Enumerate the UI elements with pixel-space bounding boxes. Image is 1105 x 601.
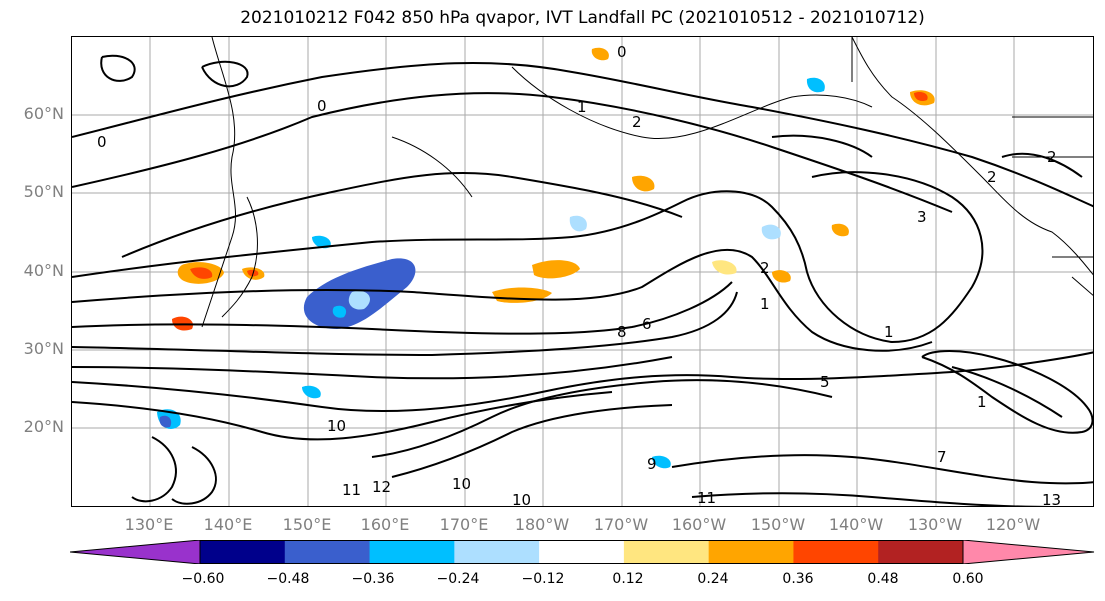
- contour-label: 11: [342, 481, 361, 499]
- contour-label: 2: [987, 168, 997, 186]
- lon-label: 170°W: [593, 515, 649, 534]
- contour-label: 1: [760, 295, 770, 313]
- contour-label: 11: [697, 489, 716, 507]
- colorbar-segment: [454, 540, 540, 564]
- colorbar-min-extend: [70, 540, 201, 564]
- lon-label: 120°W: [985, 515, 1041, 534]
- colorbar-tick: −0.60: [181, 571, 225, 587]
- lon-label: 130°E: [124, 515, 174, 534]
- contour-label: 1: [884, 323, 894, 341]
- colorbar-segment: [369, 540, 455, 564]
- contour-label: 0: [317, 97, 327, 115]
- colorbar-segment: [200, 540, 286, 564]
- contour-label: 2: [760, 259, 770, 277]
- contour-label: 10: [327, 417, 346, 435]
- contour-label: 1: [977, 393, 987, 411]
- colorbar-segments: [200, 540, 964, 564]
- lon-label: 140°W: [828, 515, 884, 534]
- contour-label: 7: [937, 448, 947, 466]
- lon-label: 130°W: [907, 515, 963, 534]
- lon-label: 170°E: [439, 515, 489, 534]
- contour-label: 8: [617, 323, 627, 341]
- contour-label: 2: [1047, 148, 1057, 166]
- contour-label: 10: [452, 475, 471, 493]
- colorbar-segment: [623, 540, 710, 564]
- figure-title: 2021010212 F042 850 hPa qvapor, IVT Land…: [240, 8, 925, 28]
- colorbar-segment: [793, 540, 879, 564]
- colorbar-tick: 0.48: [867, 571, 899, 587]
- contour-label: 12: [372, 478, 391, 496]
- lat-label: 30°N: [23, 339, 64, 358]
- colorbar-segment: [284, 540, 371, 564]
- lon-label: 150°W: [750, 515, 806, 534]
- lon-label: 180°W: [514, 515, 570, 534]
- lon-label: 140°E: [203, 515, 253, 534]
- colorbar: [70, 540, 1095, 564]
- qvapor-shading: [157, 47, 935, 469]
- contour-label: 1: [577, 98, 587, 116]
- contour-label: 3: [917, 208, 927, 226]
- lat-label: 40°N: [23, 261, 64, 280]
- colorbar-tick: 0.36: [782, 571, 814, 587]
- colorbar-segment: [708, 540, 794, 564]
- contour-label: 0: [617, 43, 627, 61]
- colorbar-frame: [199, 540, 964, 564]
- coastlines: [201, 37, 1093, 328]
- contour-label: 6: [642, 315, 652, 333]
- lon-label: 160°E: [360, 515, 410, 534]
- contour-label: 10: [512, 491, 531, 507]
- lat-label: 20°N: [23, 417, 64, 436]
- contour-label: 2: [632, 113, 642, 131]
- lat-label: 60°N: [23, 104, 64, 123]
- colorbar-segment: [539, 540, 625, 564]
- colorbar-max-extend: [962, 540, 1095, 564]
- colorbar-segment: [878, 540, 964, 564]
- ivt-contours: [72, 54, 1093, 506]
- contour-label-group: 0 0 0 1 2 2 2 3 2 1 1 1 10 10 10 11 11 1…: [97, 43, 1061, 507]
- colorbar-tick: −0.36: [351, 571, 395, 587]
- lon-label: 160°W: [671, 515, 727, 534]
- contour-label: 5: [820, 373, 830, 391]
- map-panel: 0 0 0 1 2 2 2 3 2 1 1 1 10 10 10 11 11 1…: [71, 36, 1094, 507]
- lat-label: 50°N: [23, 182, 64, 201]
- contour-label: 0: [97, 133, 107, 151]
- map-canvas: 0 0 0 1 2 2 2 3 2 1 1 1 10 10 10 11 11 1…: [72, 37, 1093, 507]
- colorbar-tick: −0.24: [436, 571, 480, 587]
- colorbar-tick: 0.24: [697, 571, 729, 587]
- lon-label: 150°E: [282, 515, 332, 534]
- contour-label: 13: [1042, 491, 1061, 507]
- colorbar-tick: 0.12: [612, 571, 644, 587]
- colorbar-tick: 0.60: [952, 571, 984, 587]
- colorbar-tick: −0.48: [266, 571, 310, 587]
- contour-label: 9: [647, 455, 657, 473]
- colorbar-tick: −0.12: [521, 571, 565, 587]
